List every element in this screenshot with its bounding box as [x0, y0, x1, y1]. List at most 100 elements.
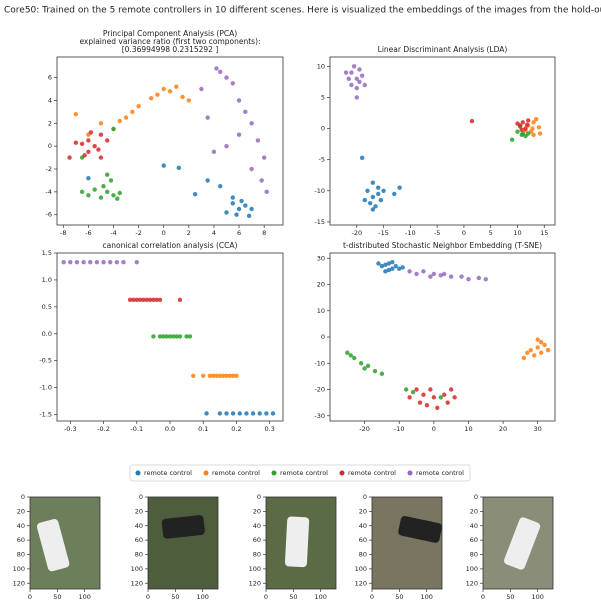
point — [82, 153, 87, 158]
y-tick-label: 100 — [466, 565, 478, 573]
legend-label: remote control — [212, 469, 260, 477]
point — [379, 371, 385, 376]
point — [98, 121, 104, 126]
chart-subtitle: explained variance ratio (first two comp… — [79, 37, 260, 46]
point — [367, 201, 373, 206]
point — [259, 178, 264, 183]
x-tick-label: -10 — [405, 229, 416, 237]
y-tick-label: -15 — [314, 218, 325, 226]
y-tick-label: 0.5 — [42, 303, 52, 311]
point — [469, 118, 475, 124]
x-tick-label: -0.2 — [97, 425, 110, 433]
x-tick-label: 0 — [432, 425, 436, 433]
point — [476, 275, 482, 281]
point — [378, 197, 384, 203]
point — [354, 85, 359, 91]
y-tick-label: 60 — [470, 536, 478, 544]
point — [392, 191, 397, 197]
point — [111, 126, 116, 132]
x-tick-label: 6 — [237, 229, 241, 237]
point — [86, 138, 91, 143]
point — [351, 64, 357, 69]
y-tick-label: 0 — [363, 493, 367, 501]
point — [201, 373, 206, 378]
y-tick-label: 60 — [135, 536, 143, 544]
point — [199, 86, 204, 92]
point — [205, 115, 210, 120]
point — [115, 196, 120, 201]
point — [148, 95, 154, 101]
x-tick-label: 0.0 — [165, 425, 175, 433]
remote-control — [504, 517, 541, 570]
y-tick-label: -1.5 — [39, 411, 52, 419]
y-tick-label: 80 — [359, 551, 367, 559]
x-tick-label: 8 — [262, 229, 266, 237]
point — [94, 259, 100, 265]
point — [107, 259, 113, 265]
point — [249, 166, 254, 172]
point — [362, 82, 368, 88]
point — [349, 82, 354, 88]
y-tick-label: -6 — [46, 211, 52, 219]
x-tick-label: -20 — [351, 229, 362, 237]
y-tick-label: 100 — [131, 565, 143, 573]
x-tick-label: -5 — [434, 229, 440, 237]
y-tick-label: 20 — [135, 507, 143, 515]
point — [250, 411, 256, 416]
y-tick-label: 20 — [470, 507, 478, 515]
point — [428, 387, 433, 392]
point — [167, 334, 173, 339]
axes-frame — [56, 56, 284, 226]
point — [92, 143, 97, 149]
point — [86, 175, 91, 181]
y-tick-label: 100 — [355, 565, 367, 573]
point — [257, 411, 262, 416]
legend-box — [129, 464, 471, 482]
x-tick-label: -0.3 — [64, 425, 77, 433]
point — [255, 138, 261, 143]
point — [261, 155, 267, 160]
point — [164, 334, 169, 339]
point — [207, 373, 213, 378]
point — [88, 259, 93, 265]
point — [370, 194, 376, 200]
legend-marker — [135, 470, 141, 476]
y-tick-label: -1.0 — [39, 384, 52, 392]
point — [365, 188, 370, 193]
x-tick-label: 100 — [78, 593, 90, 601]
point — [523, 126, 528, 131]
point — [237, 411, 242, 416]
y-tick-label: 5 — [321, 93, 325, 101]
point — [393, 263, 398, 269]
point — [428, 274, 433, 279]
point — [442, 271, 447, 277]
point — [236, 98, 242, 103]
chart-title: Principal Component Analysis (PCA) — [103, 29, 237, 38]
point — [431, 395, 437, 400]
point — [542, 342, 547, 348]
point — [526, 131, 531, 136]
point — [131, 297, 136, 303]
point — [214, 373, 219, 378]
point — [191, 373, 196, 378]
y-tick-label: 120 — [466, 579, 478, 587]
point — [224, 210, 229, 215]
point — [92, 187, 97, 192]
y-tick-label: -5 — [319, 156, 325, 164]
point — [528, 347, 533, 353]
point — [114, 259, 120, 265]
y-tick-label: 0 — [21, 493, 25, 501]
point — [264, 411, 269, 416]
chart-title: t-distributed Stochastic Neighbor Embedd… — [343, 241, 542, 250]
x-tick-label: 0.3 — [265, 425, 275, 433]
x-tick-label: 50 — [289, 593, 297, 601]
y-tick-label: 40 — [359, 522, 367, 530]
point — [239, 198, 244, 204]
y-tick-label: 40 — [253, 522, 261, 530]
point — [236, 206, 242, 212]
point — [362, 366, 367, 371]
point — [414, 271, 419, 277]
point — [161, 86, 166, 92]
photo — [148, 497, 218, 589]
y-tick-label: 0 — [139, 493, 143, 501]
